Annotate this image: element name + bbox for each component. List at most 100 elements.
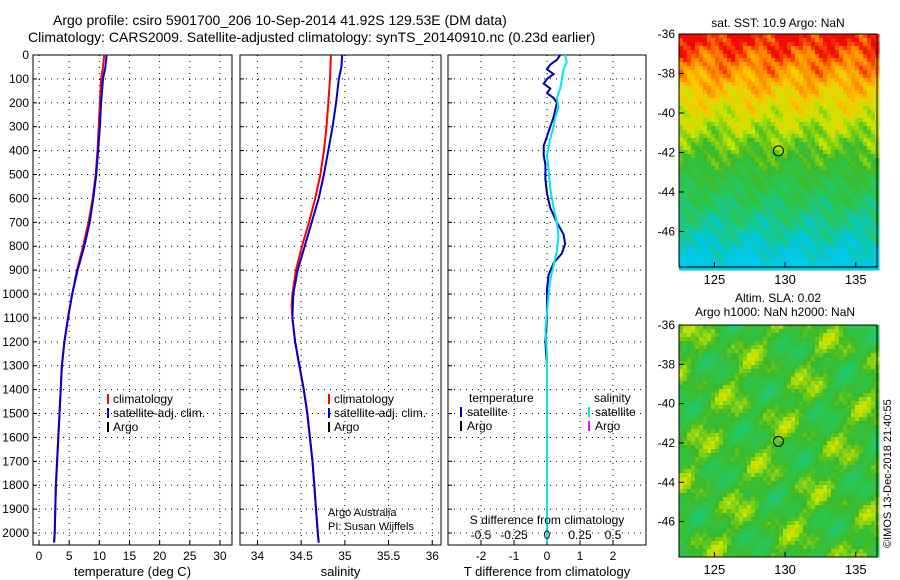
heatmap-cell (683, 262, 688, 267)
heatmap-cell (783, 194, 788, 199)
heatmap-cell (847, 90, 852, 95)
heatmap-cell (703, 425, 708, 430)
heatmap-cell (727, 170, 732, 175)
heatmap-cell (699, 154, 704, 159)
heatmap-cell (835, 397, 840, 402)
heatmap-cell (787, 254, 792, 259)
heatmap-cell (695, 226, 700, 231)
heatmap-cell (787, 329, 792, 334)
heatmap-cell (795, 437, 800, 442)
heatmap-cell (747, 429, 752, 434)
heatmap-cell (747, 62, 752, 67)
title-line-2: Climatology: CARS2009. Satellite-adjuste… (28, 29, 596, 45)
heatmap-cell (695, 425, 700, 430)
heatmap-cell (863, 134, 868, 139)
heatmap-cell (731, 369, 736, 374)
heatmap-cell (779, 182, 784, 187)
heatmap-cell (811, 421, 816, 426)
heatmap-cell (795, 114, 800, 119)
heatmap-cell (699, 449, 704, 454)
heatmap-cell (867, 413, 872, 418)
heatmap-cell (863, 178, 868, 183)
heatmap-cell (679, 46, 684, 51)
heatmap-cell (779, 409, 784, 414)
heatmap-cell (755, 441, 760, 446)
heatmap-cell (763, 409, 768, 414)
heatmap-cell (863, 417, 868, 422)
heatmap-cell (787, 34, 792, 39)
heatmap-cell (743, 198, 748, 203)
heatmap-cell (871, 70, 876, 75)
heatmap-cell (687, 262, 692, 267)
heatmap-cell (859, 90, 864, 95)
heatmap-cell (755, 349, 760, 354)
heatmap-cell (771, 421, 776, 426)
heatmap-cell (715, 50, 720, 55)
heatmap-cell (863, 42, 868, 47)
heatmap-cell (827, 341, 832, 346)
heatmap-cell (683, 170, 688, 175)
heatmap-cell (815, 178, 820, 183)
heatmap-cell (735, 138, 740, 143)
heatmap-cell (811, 218, 816, 223)
heatmap-cell (871, 385, 876, 390)
heatmap-cell (695, 218, 700, 223)
heatmap-cell (799, 170, 804, 175)
heatmap-cell (711, 198, 716, 203)
heatmap-cell (799, 210, 804, 215)
heatmap-cell (847, 329, 852, 334)
heatmap-cell (755, 262, 760, 267)
heatmap-cells (679, 34, 880, 271)
heatmap-cell (803, 118, 808, 123)
heatmap-cell (687, 150, 692, 155)
heatmap-cell (723, 325, 728, 330)
heatmap-cell (699, 465, 704, 470)
heatmap-cell (763, 417, 768, 422)
heatmap-cell (867, 325, 872, 330)
heatmap-cell (815, 453, 820, 458)
heatmap-cell (831, 250, 836, 255)
heatmap-cell (807, 98, 812, 103)
heatmap-cell (791, 385, 796, 390)
heatmap-cell (839, 377, 844, 382)
heatmap-cell (743, 182, 748, 187)
heatmap-cell (747, 353, 752, 358)
heatmap-cell (839, 134, 844, 139)
heatmap-cell (759, 70, 764, 75)
heatmap-cell (763, 126, 768, 131)
heatmap-cell (859, 425, 864, 430)
heatmap-cell (759, 401, 764, 406)
heatmap-cell (691, 393, 696, 398)
heatmap-cell (867, 365, 872, 370)
heatmap-cell (691, 266, 696, 271)
heatmap-cell (867, 90, 872, 95)
heatmap-cell (679, 118, 684, 123)
heatmap-cell (727, 337, 732, 342)
heatmap-cell (703, 453, 708, 458)
heatmap-cell (831, 58, 836, 63)
heatmap-cell (679, 90, 684, 95)
heatmap-cell (819, 50, 824, 55)
heatmap-cell (719, 202, 724, 207)
heatmap-cell (867, 421, 872, 426)
heatmap-cell (699, 210, 704, 215)
heatmap-cell (763, 210, 768, 215)
heatmap-cell (847, 42, 852, 47)
heatmap-cell (795, 146, 800, 151)
heatmap-cell (691, 34, 696, 39)
heatmap-cell (735, 325, 740, 330)
heatmap-cell (703, 102, 708, 107)
heatmap-cell (815, 94, 820, 99)
heatmap-cell (707, 405, 712, 410)
heatmap-cell (747, 337, 752, 342)
heatmap-cell (711, 182, 716, 187)
heatmap-cell (827, 142, 832, 147)
heatmap-cell (735, 110, 740, 115)
heatmap-cell (763, 365, 768, 370)
heatmap-cell (783, 421, 788, 426)
heatmap-cell (691, 178, 696, 183)
heatmap-cell (759, 194, 764, 199)
heatmap-cell (715, 134, 720, 139)
heatmap-cell (727, 142, 732, 147)
heatmap-cell (815, 98, 820, 103)
